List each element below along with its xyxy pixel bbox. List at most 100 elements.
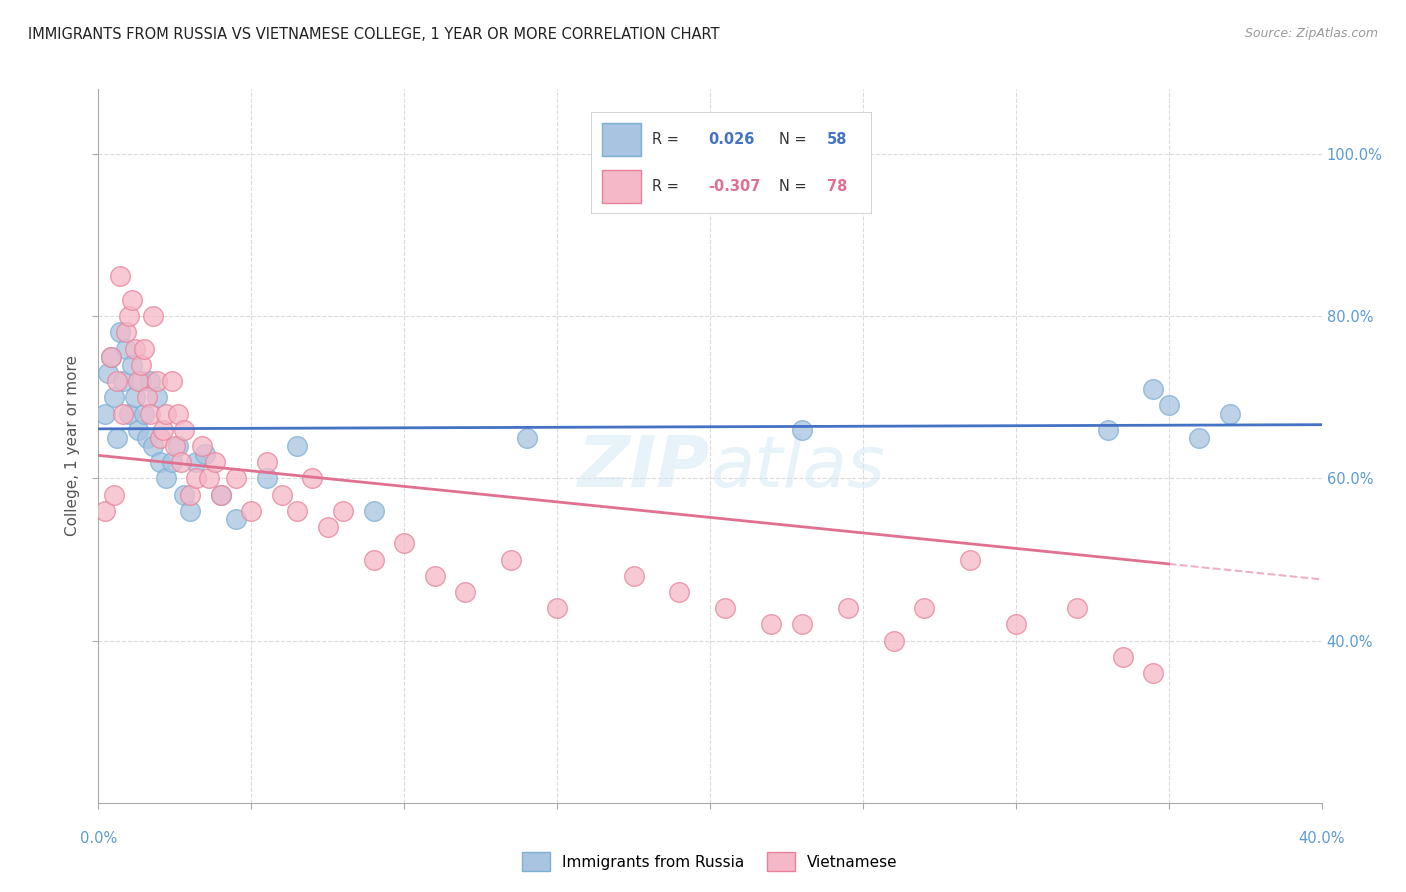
Point [145,390,167,404]
Text: Source: ZipAtlas.com: Source: ZipAtlas.com [1244,27,1378,40]
Legend: Immigrants from Russia, Vietnamese: Immigrants from Russia, Vietnamese [516,847,904,877]
Point [129,374,152,388]
Point [136,431,159,445]
Point [790,617,813,632]
Point [118,407,141,421]
Point [790,423,813,437]
Point [1142,382,1164,396]
Point [97,366,120,380]
Point [240,504,263,518]
Point [270,488,294,502]
Point [1142,666,1164,681]
Point [167,439,190,453]
Point [115,342,138,356]
Point [121,358,143,372]
Text: R =: R = [652,132,679,146]
Point [127,374,149,388]
Text: 0.0%: 0.0% [80,831,117,847]
Point [301,471,323,485]
Point [121,293,143,307]
Point [124,342,146,356]
Text: -0.307: -0.307 [709,179,761,194]
Point [149,431,172,445]
Point [516,431,538,445]
Point [191,439,214,453]
Text: N =: N = [779,132,807,146]
Point [108,268,131,283]
Text: 40.0%: 40.0% [1298,831,1346,847]
Point [256,471,278,485]
Point [173,488,195,502]
Point [623,568,645,582]
Point [163,439,186,453]
Point [186,471,208,485]
Point [155,471,177,485]
Point [363,504,385,518]
Point [501,552,523,566]
Point [316,520,339,534]
Point [129,358,152,372]
Point [761,617,783,632]
Point [1066,601,1088,615]
Point [145,374,167,388]
Point [167,407,190,421]
Point [142,439,165,453]
Point [149,455,172,469]
Point [285,439,308,453]
Point [100,350,122,364]
Point [332,504,354,518]
Text: R =: R = [652,179,679,194]
Point [714,601,737,615]
Point [115,326,138,340]
Point [209,488,232,502]
Point [1219,407,1241,421]
Point [127,423,149,437]
Point [173,423,195,437]
Text: 78: 78 [827,179,846,194]
Point [124,390,146,404]
Point [454,585,477,599]
Point [209,488,232,502]
Point [160,374,183,388]
Point [179,504,201,518]
Text: N =: N = [779,179,807,194]
Point [1112,649,1135,664]
Point [108,326,131,340]
Point [105,431,128,445]
Point [1004,617,1026,632]
Text: 58: 58 [827,132,848,146]
Point [225,512,247,526]
Point [142,310,165,324]
Point [363,552,385,566]
Point [1157,399,1180,413]
Y-axis label: College, 1 year or more: College, 1 year or more [65,356,80,536]
Point [118,310,141,324]
Point [111,374,134,388]
Point [225,471,247,485]
Point [883,633,905,648]
Point [134,342,156,356]
Point [152,423,174,437]
Point [959,552,981,566]
Point [912,601,935,615]
Point [134,407,156,421]
Point [93,407,115,421]
FancyBboxPatch shape [602,123,641,155]
Point [139,407,162,421]
Text: IMMIGRANTS FROM RUSSIA VS VIETNAMESE COLLEGE, 1 YEAR OR MORE CORRELATION CHART: IMMIGRANTS FROM RUSSIA VS VIETNAMESE COL… [28,27,720,42]
FancyBboxPatch shape [602,170,641,202]
Point [170,455,193,469]
Point [1188,431,1211,445]
Point [423,568,446,582]
Text: atlas: atlas [710,433,884,502]
FancyBboxPatch shape [591,112,872,214]
Point [100,350,122,364]
Point [204,455,226,469]
Point [194,447,217,461]
Point [285,504,308,518]
Point [837,601,859,615]
Point [139,374,162,388]
Point [1097,423,1119,437]
Point [186,455,208,469]
Text: ZIP: ZIP [578,433,710,502]
